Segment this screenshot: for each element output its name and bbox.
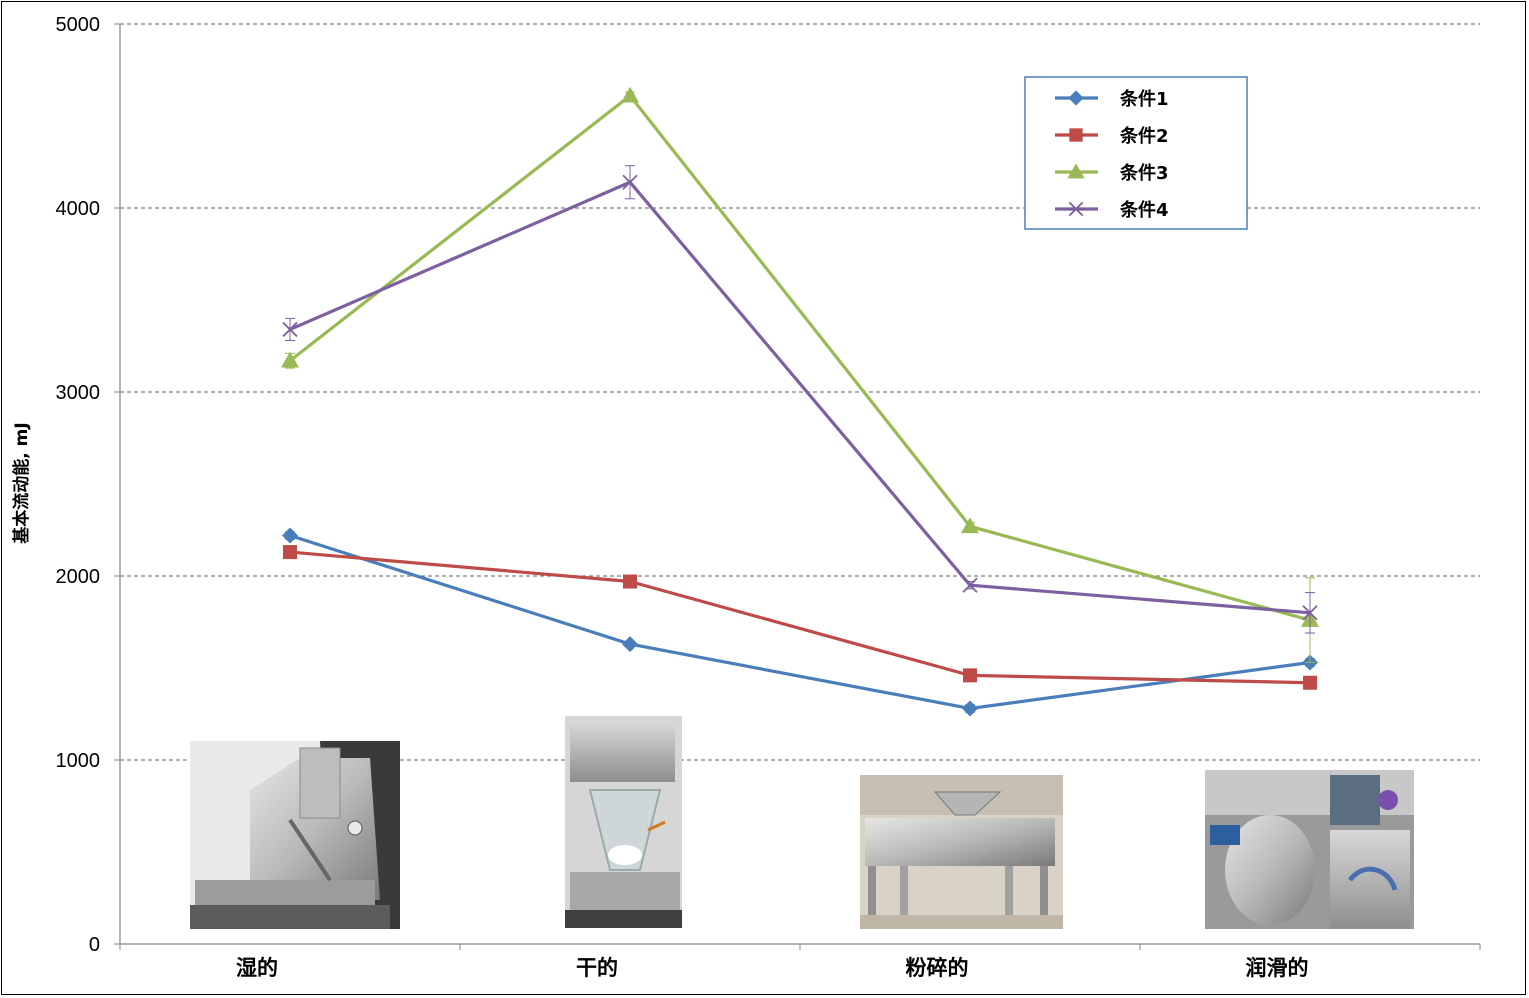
data-point-triangle [281, 351, 299, 368]
mill-equipment-photo [860, 775, 1063, 929]
series-line [289, 94, 1311, 622]
data-point-diamond [282, 527, 298, 544]
legend-label: 条件4 [1119, 199, 1169, 221]
series-条件4 [282, 165, 1318, 634]
series-layer [281, 86, 1319, 717]
data-point-x [282, 321, 298, 338]
x-marker-stroke [282, 321, 298, 338]
x-category-label: 湿的 [236, 956, 278, 980]
data-point-square [1069, 128, 1083, 142]
equipment-photos [190, 716, 1414, 929]
x-category-labels: 湿的 干的 粉碎的 润滑的 [236, 956, 1309, 980]
legend-item: 条件3 [1055, 162, 1169, 184]
series-line [289, 550, 1311, 685]
dryer-equipment-photo [565, 716, 682, 928]
data-point-x [622, 174, 638, 190]
legend-label: 条件2 [1119, 125, 1169, 147]
series-line [289, 180, 1311, 615]
data-point-x [1068, 201, 1084, 217]
x-marker-stroke [1068, 201, 1084, 217]
x-marker-stroke [622, 174, 638, 190]
y-tick-label: 0 [89, 934, 100, 956]
legend: 条件1 条件2 条件3 条件4 [1024, 76, 1248, 230]
y-tick-labels: 0 1000 2000 3000 4000 5000 [56, 14, 101, 956]
series-条件1 [282, 527, 1318, 717]
data-point-diamond [622, 636, 638, 653]
y-tick-label: 1000 [56, 750, 101, 772]
data-point-triangle [621, 86, 639, 103]
data-point-triangle [1067, 163, 1085, 179]
x-marker-stroke [962, 577, 978, 593]
y-tick-label: 3000 [56, 382, 101, 404]
legend-item: 条件2 [1055, 125, 1169, 147]
y-tick-label: 4000 [56, 198, 101, 220]
y-axis-label: 基本流动能, mJ [11, 422, 32, 544]
x-category-label: 润滑的 [1246, 956, 1309, 980]
y-tick-label: 2000 [56, 566, 101, 588]
legend-label: 条件1 [1119, 88, 1169, 110]
series-条件3 [281, 86, 1319, 663]
x-category-label: 粉碎的 [906, 956, 969, 980]
data-point-square [283, 545, 297, 560]
data-point-square [963, 668, 977, 683]
data-point-triangle [961, 517, 979, 534]
wet-granulation-equipment-photo [190, 741, 400, 929]
axes [119, 24, 1481, 950]
data-point-square [623, 574, 637, 589]
data-point-diamond [962, 700, 978, 717]
y-tick-label: 5000 [56, 14, 101, 36]
legend-box [1024, 76, 1248, 230]
legend-item: 条件4 [1055, 199, 1169, 221]
data-point-diamond [1068, 90, 1084, 106]
series-条件2 [283, 545, 1317, 690]
x-marker-stroke [1302, 605, 1318, 621]
x-category-label: 干的 [576, 956, 618, 980]
data-point-square [1303, 675, 1317, 690]
legend-item: 条件1 [1055, 88, 1169, 110]
blender-equipment-photo [1205, 770, 1414, 929]
data-point-x [1302, 605, 1318, 621]
series-line [289, 533, 1311, 711]
data-point-x [962, 577, 978, 593]
legend-label: 条件3 [1119, 162, 1169, 184]
